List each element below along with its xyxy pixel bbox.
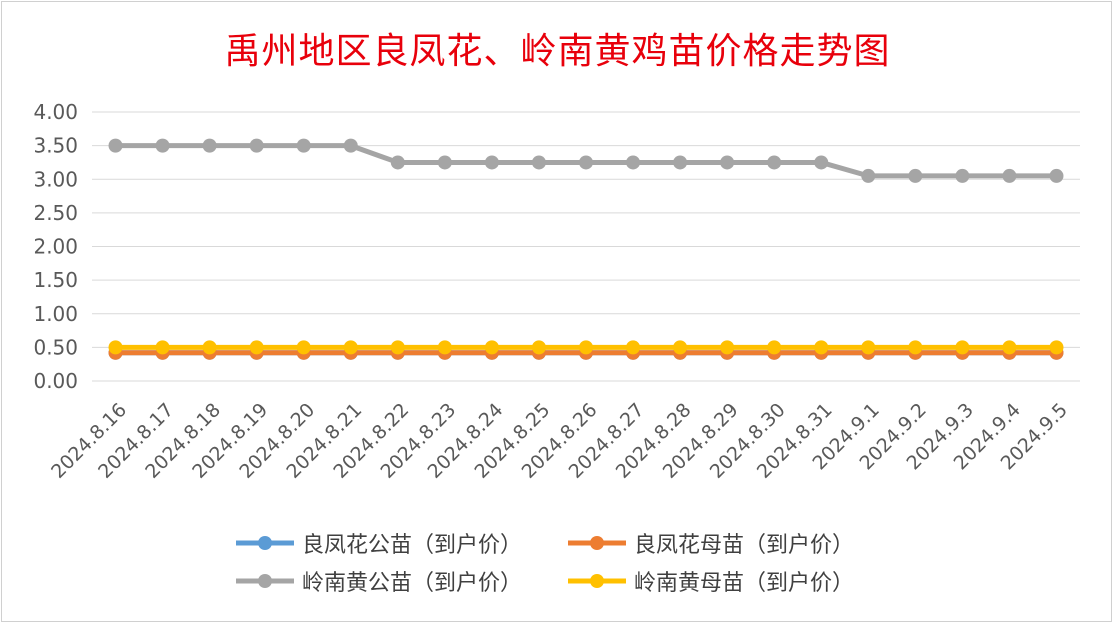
data-point xyxy=(1002,340,1017,355)
legend-label: 岭南黄母苗（到户价） xyxy=(634,571,855,596)
data-point xyxy=(720,155,735,170)
data-point xyxy=(814,155,829,170)
data-point xyxy=(1049,340,1064,355)
y-tick-label: 4.00 xyxy=(33,100,78,124)
data-point xyxy=(767,340,782,355)
data-point xyxy=(202,138,217,153)
legend-label: 岭南黄公苗（到户价） xyxy=(302,571,523,596)
data-point xyxy=(249,138,264,153)
data-point xyxy=(767,155,782,170)
y-tick-label: 2.00 xyxy=(33,235,78,259)
data-point xyxy=(249,340,264,355)
data-point xyxy=(343,138,358,153)
data-point xyxy=(861,168,876,183)
legend-marker xyxy=(568,574,626,588)
data-point xyxy=(720,340,735,355)
data-point xyxy=(202,340,217,355)
legend-item: 良凤花公苗（到户价） xyxy=(234,527,522,559)
data-point xyxy=(579,155,593,170)
legend-item: 岭南黄母苗（到户价） xyxy=(566,565,854,597)
data-point xyxy=(484,155,499,170)
legend-marker xyxy=(236,536,294,550)
y-tick-label: 1.50 xyxy=(33,268,78,292)
data-point xyxy=(437,340,452,355)
legend-item: 良凤花母苗（到户价） xyxy=(566,527,854,559)
data-point xyxy=(908,168,923,183)
y-tick-label: 0.50 xyxy=(33,335,78,359)
data-point xyxy=(296,138,311,153)
data-point xyxy=(296,340,311,355)
y-tick-label: 0.00 xyxy=(33,369,78,393)
data-point xyxy=(673,340,688,355)
legend-label: 良凤花公苗（到户价） xyxy=(302,533,523,558)
data-point xyxy=(908,340,923,355)
data-point xyxy=(814,340,829,355)
data-point xyxy=(531,340,546,355)
data-point xyxy=(673,155,688,170)
data-point xyxy=(955,168,970,183)
legend-marker xyxy=(568,536,626,550)
data-point xyxy=(626,155,641,170)
legend-item: 岭南黄公苗（到户价） xyxy=(234,565,522,597)
y-tick-label: 3.00 xyxy=(33,167,78,191)
data-point xyxy=(108,138,123,153)
legend-marker xyxy=(236,574,294,588)
data-point xyxy=(579,340,593,355)
data-point xyxy=(1002,168,1017,183)
legend-label: 良凤花母苗（到户价） xyxy=(634,533,855,558)
chart-title: 禹州地区良凤花、岭南黄鸡苗价格走势图 xyxy=(224,31,891,72)
data-point xyxy=(437,155,452,170)
y-tick-label: 1.00 xyxy=(33,302,78,326)
data-point xyxy=(626,340,641,355)
data-point xyxy=(484,340,499,355)
y-tick-label: 3.50 xyxy=(33,134,78,158)
data-point xyxy=(155,138,170,153)
data-point xyxy=(531,155,546,170)
data-point xyxy=(861,340,876,355)
data-point xyxy=(108,340,123,355)
data-point xyxy=(955,340,970,355)
data-point xyxy=(343,340,358,355)
data-point xyxy=(1049,168,1064,183)
data-point xyxy=(390,155,405,170)
data-point xyxy=(390,340,405,355)
y-tick-label: 2.50 xyxy=(33,201,78,225)
data-point xyxy=(155,340,170,355)
